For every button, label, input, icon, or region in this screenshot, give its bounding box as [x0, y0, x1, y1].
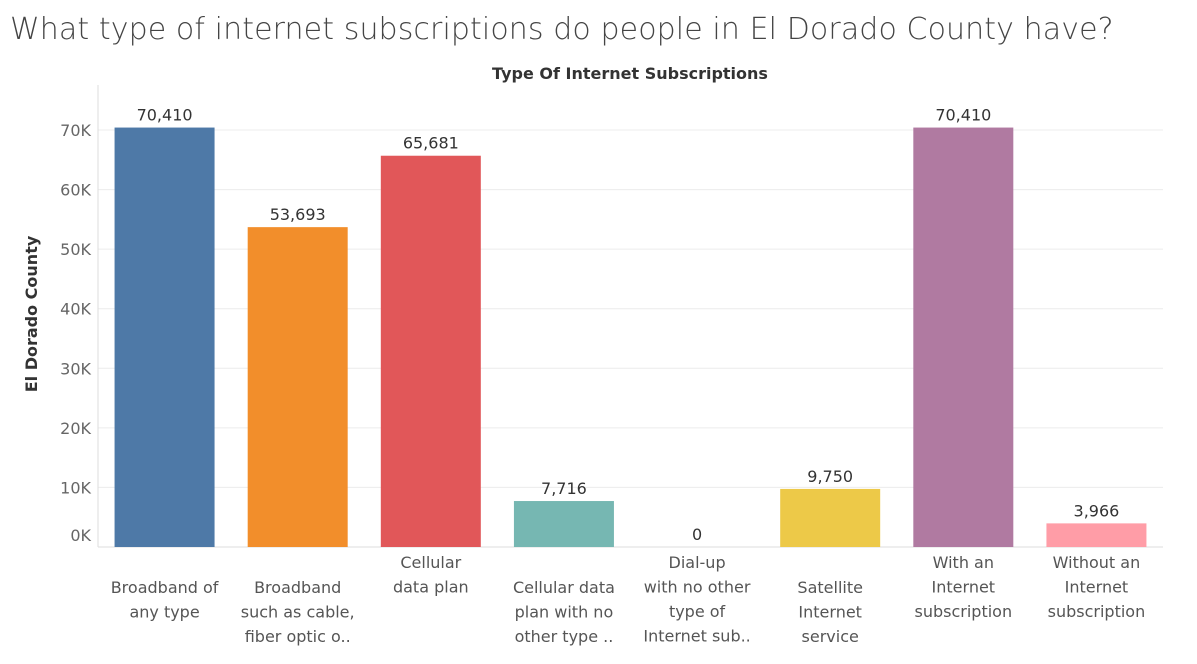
y-tick-label: 30K — [60, 359, 91, 378]
y-tick-label: 60K — [60, 181, 91, 200]
category-label: Satellite Internet service — [797, 578, 863, 646]
data-label: 65,681 — [403, 134, 459, 153]
data-label: 53,693 — [270, 205, 326, 224]
category-label: Without an Internet subscription — [1048, 553, 1146, 621]
bar-6 — [780, 488, 881, 547]
category-label: Dial-up with no other type of Internet sub.… — [643, 553, 750, 646]
data-label: 7,716 — [541, 479, 587, 498]
x-axis-category-labels: Broadband of any type Broadband such as cab… — [111, 553, 1146, 646]
category-label: Cellular data plan with no other type .. — [513, 578, 615, 646]
page-title: What type of internet subscriptions do p… — [10, 12, 1114, 47]
bars — [114, 127, 1147, 548]
category-label: Cellular data plan — [393, 553, 469, 597]
data-label: 70,410 — [137, 106, 193, 125]
y-axis-ticks: 0K 10K 20K 30K 40K 50K 60K 70K — [60, 121, 91, 545]
bar-7 — [913, 127, 1014, 548]
y-tick-label: 20K — [60, 419, 91, 438]
data-label: 70,410 — [935, 106, 991, 125]
bar-3 — [380, 155, 481, 548]
y-tick-label: 40K — [60, 300, 91, 319]
category-label: Broadband of any type — [111, 578, 219, 622]
y-tick-label: 50K — [60, 240, 91, 259]
y-tick-label: 10K — [60, 478, 91, 497]
category-label: With an Internet subscription — [915, 553, 1013, 621]
category-label: Broadband such as cable, fiber optic o.. — [241, 578, 355, 646]
data-label: 3,966 — [1074, 501, 1120, 520]
data-label: 9,750 — [807, 467, 853, 486]
data-labels: 70,410 53,693 65,681 7,716 0 9,750 70,410 3,966 — [137, 106, 1120, 544]
chart-title: Type Of Internet Subscriptions — [492, 64, 768, 83]
data-label: 0 — [692, 525, 702, 544]
bar-4 — [513, 501, 614, 547]
y-tick-label: 0K — [70, 526, 91, 545]
y-axis-label: El Dorado County — [22, 235, 41, 392]
bar-8 — [1046, 523, 1147, 547]
y-tick-label: 70K — [60, 121, 91, 140]
bar-1 — [114, 127, 215, 548]
bar-2 — [247, 227, 348, 547]
